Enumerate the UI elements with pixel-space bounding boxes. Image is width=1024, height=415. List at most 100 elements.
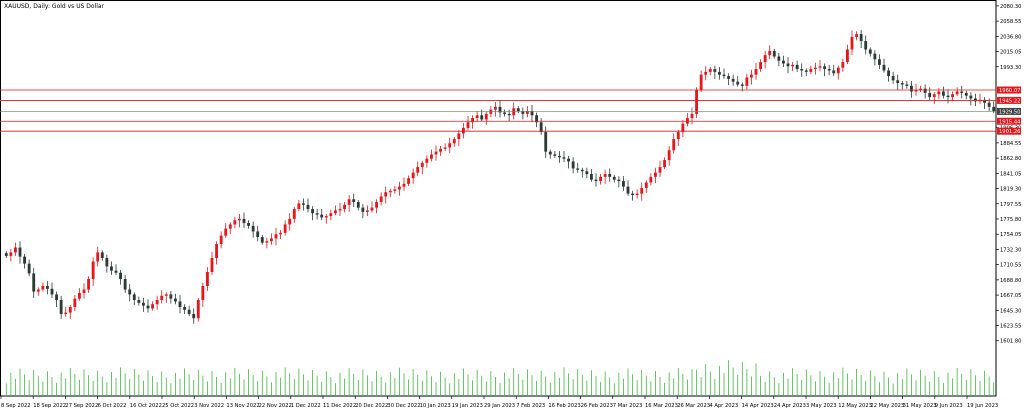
chart-title: XAUUSD, Daily: Gold vs US Dollar: [4, 3, 105, 10]
candle-body: [297, 203, 301, 210]
candle-body: [905, 84, 909, 86]
candle-body: [393, 189, 397, 191]
candle-body: [558, 155, 561, 158]
level-label-bg: [997, 127, 1021, 135]
level-label: 1945.22: [999, 98, 1020, 104]
x-tick-label: 9 Jun 2023: [935, 403, 963, 409]
candle-body: [910, 85, 913, 92]
candle-body: [128, 289, 132, 295]
candle-body: [942, 91, 945, 96]
x-tick-label: 4 Apr 2023: [709, 403, 738, 409]
candle-body: [123, 279, 127, 290]
candle-body: [46, 286, 49, 289]
candle-body: [320, 214, 324, 218]
x-tick-label: 16 Mar 2023: [645, 403, 678, 409]
candle-body: [631, 193, 634, 196]
candle-body: [215, 244, 218, 259]
candle-body: [855, 34, 858, 37]
y-tick-label: 1601.80: [1000, 339, 1021, 345]
candle-body: [187, 309, 191, 315]
candle-body: [416, 167, 420, 173]
candle-body: [768, 50, 772, 56]
candle-body: [265, 241, 269, 243]
candle-body: [498, 106, 502, 113]
candle-body: [937, 91, 941, 95]
candle-body: [786, 63, 790, 67]
candle-body: [791, 64, 794, 67]
candle-body: [457, 133, 461, 140]
candle-body: [55, 294, 58, 301]
candle-body: [192, 314, 196, 319]
candle-body: [800, 69, 804, 71]
candle-body: [841, 62, 845, 68]
candle-body: [484, 113, 488, 120]
candle-body: [366, 210, 369, 212]
candle-body: [736, 81, 740, 85]
candle-body: [471, 118, 474, 123]
candle-body: [210, 258, 214, 273]
x-tick-label: 27 Sep 2022: [65, 403, 98, 409]
candle-body: [64, 312, 68, 315]
candle-body: [178, 301, 182, 308]
x-tick-label: 22 May 2023: [870, 403, 904, 409]
level-label: 1915.44: [999, 119, 1021, 125]
candle-body: [964, 92, 968, 96]
candle-body: [105, 258, 109, 267]
candle-body: [146, 305, 150, 309]
x-tick-label: 1 Dec 2022: [291, 403, 321, 409]
candle-body: [516, 108, 520, 112]
candle-body: [603, 174, 607, 177]
candle-body: [567, 158, 570, 162]
level-label-bg: [997, 86, 1021, 94]
candle-body: [763, 55, 767, 63]
candle-body: [292, 209, 296, 219]
candle-body: [96, 252, 100, 262]
candle-body: [379, 196, 383, 203]
candle-body: [622, 181, 625, 187]
candle-body: [503, 112, 506, 114]
candle-body: [814, 67, 817, 70]
candle-body: [864, 41, 868, 50]
candle-body: [955, 91, 959, 95]
candle-body: [430, 154, 433, 159]
candle-body: [288, 218, 292, 225]
x-tick-label: 16 Oct 2022: [130, 403, 162, 409]
candle-body: [745, 77, 749, 86]
candle-body: [672, 139, 676, 151]
candle-body: [14, 247, 17, 253]
candle-body: [132, 294, 136, 301]
candle-body: [196, 300, 200, 319]
candle-body: [654, 172, 657, 177]
candle-body: [923, 88, 927, 93]
y-tick-label: 1667.05: [1000, 293, 1021, 299]
candle-body: [68, 307, 72, 313]
candle-body: [836, 67, 840, 74]
x-tick-label: 22 Nov 2022: [259, 403, 292, 409]
x-tick-label: 25 Oct 2022: [162, 403, 194, 409]
current-price-label-bg: [997, 107, 1021, 115]
y-tick-label: 1645.30: [1000, 308, 1021, 314]
candle-body: [224, 228, 228, 236]
candle-body: [238, 218, 241, 221]
candle-body: [900, 83, 904, 85]
candle-body: [708, 69, 712, 72]
x-tick-label: 3 May 2023: [806, 403, 837, 409]
candle-body: [110, 266, 113, 271]
candle-body: [649, 176, 653, 183]
candle-body: [247, 223, 250, 226]
candle-body: [699, 74, 703, 91]
candle-body: [754, 69, 758, 75]
candle-body: [352, 199, 356, 203]
candle-body: [539, 122, 543, 133]
plot-frame: [0, 0, 997, 397]
candle-body: [914, 90, 918, 92]
candle-body: [827, 69, 831, 71]
x-tick-label: 12 May 2023: [838, 403, 872, 409]
candle-body: [823, 66, 826, 70]
candle-body: [480, 115, 484, 120]
candle-body: [932, 94, 936, 98]
candle-body: [530, 111, 534, 116]
candle-body: [722, 74, 726, 77]
candle-body: [640, 188, 644, 194]
